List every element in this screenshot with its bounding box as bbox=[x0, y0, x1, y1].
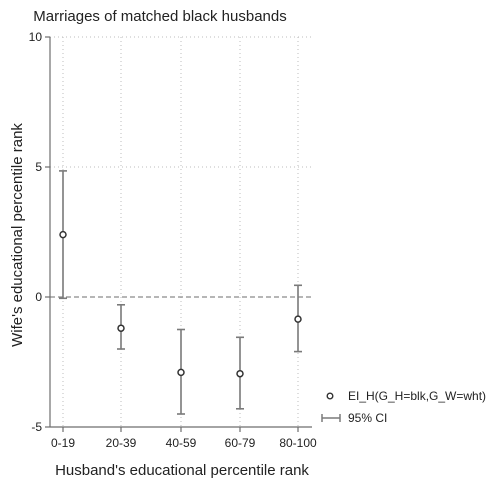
legend-point-marker bbox=[326, 392, 334, 400]
axes bbox=[45, 36, 312, 432]
x-tick-label: 20-39 bbox=[106, 436, 137, 450]
y-tick-label: 0 bbox=[35, 290, 42, 304]
legend-ci-label: 95% CI bbox=[348, 411, 387, 425]
x-tick-label: 60-79 bbox=[225, 436, 256, 450]
y-tick-label: 5 bbox=[35, 160, 42, 174]
y-tick-label: 10 bbox=[29, 30, 43, 44]
data-point bbox=[177, 368, 185, 377]
y-axis-label: Wife's educational percentile rank bbox=[9, 123, 26, 347]
data-point bbox=[117, 324, 125, 332]
tick-labels: -5 0 5 10 0-19 20-39 40-59 60-79 80-100 bbox=[29, 30, 317, 450]
legend: EI_H(G_H=blk,G_W=wht) 95% CI bbox=[321, 389, 486, 425]
data-point bbox=[59, 230, 67, 239]
x-axis-label: Husband's educational percentile rank bbox=[55, 462, 309, 479]
data-point bbox=[294, 315, 302, 323]
chart-title: Marriages of matched black husbands bbox=[33, 8, 286, 25]
x-tick-label: 40-59 bbox=[166, 436, 197, 450]
legend-point-label: EI_H(G_H=blk,G_W=wht) bbox=[348, 389, 486, 403]
data-point bbox=[236, 369, 244, 378]
data-marks bbox=[59, 170, 302, 415]
y-tick-label: -5 bbox=[31, 420, 42, 434]
x-tick-label: 80-100 bbox=[279, 436, 317, 450]
x-tick-label: 0-19 bbox=[51, 436, 75, 450]
legend-ci-marker bbox=[321, 414, 341, 422]
